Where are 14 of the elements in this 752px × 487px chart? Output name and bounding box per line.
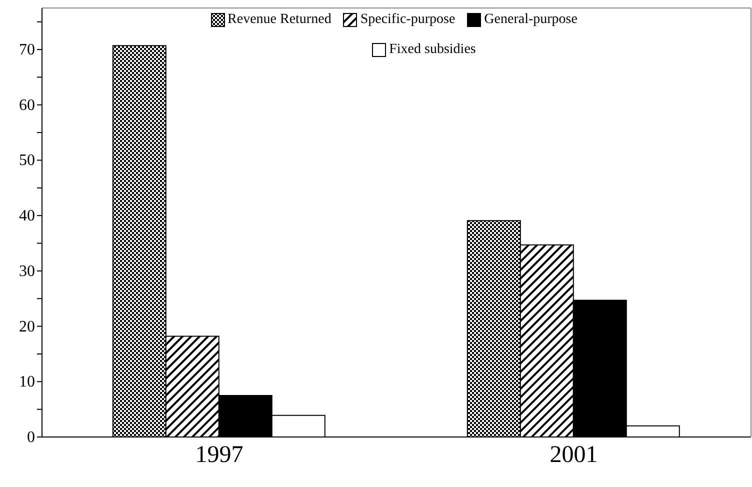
legend-label: Fixed subsidies bbox=[389, 42, 476, 58]
y-tick-label: 20 bbox=[19, 318, 35, 336]
y-tick-label: 50 bbox=[19, 152, 35, 170]
legend-label: Specific-purpose bbox=[360, 12, 456, 28]
x-tick-label: 1997 bbox=[195, 442, 244, 468]
y-tick-label: 30 bbox=[19, 262, 35, 280]
y-tick-label: 10 bbox=[19, 374, 35, 391]
y-tick-label: 70 bbox=[19, 42, 35, 59]
y-tick-label: 40 bbox=[19, 208, 35, 225]
y-tick-label: 60 bbox=[19, 96, 35, 114]
y-tick-label: 0 bbox=[27, 429, 35, 446]
legend-label: Revenue Returned bbox=[228, 12, 332, 28]
legend-label: General-purpose bbox=[484, 12, 578, 28]
x-tick-label: 2001 bbox=[550, 442, 598, 468]
